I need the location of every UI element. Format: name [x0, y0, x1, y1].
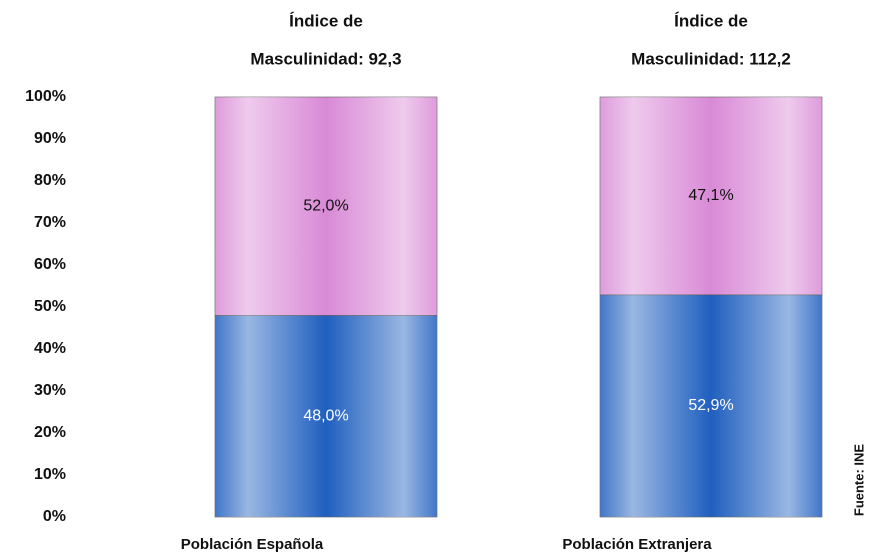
y-tick-label: 0% [43, 508, 66, 525]
x-tick-label: Población Extranjera [562, 536, 712, 553]
bar-title: Índice de [289, 11, 363, 30]
bar-shade [215, 315, 437, 517]
bar-title: Masculinidad: 112,2 [631, 49, 791, 68]
y-tick-label: 10% [34, 466, 66, 483]
y-tick-label: 80% [34, 172, 66, 189]
y-tick-label: 50% [34, 298, 66, 315]
value-label: 52,0% [303, 197, 348, 214]
value-label: 52,9% [688, 397, 733, 414]
bar-title: Masculinidad: 92,3 [250, 49, 401, 68]
y-tick-label: 90% [34, 130, 66, 147]
bar-title: Índice de [674, 11, 748, 30]
value-label: 48,0% [303, 407, 348, 424]
bar-shade [215, 97, 437, 316]
y-tick-label: 40% [34, 340, 66, 357]
y-tick-label: 30% [34, 382, 66, 399]
bar-shade [600, 294, 822, 517]
y-tick-label: 60% [34, 256, 66, 273]
y-tick-label: 70% [34, 214, 66, 231]
y-tick-label: 100% [25, 88, 66, 105]
x-tick-label: Población Española [181, 536, 324, 553]
bar-shade [600, 97, 822, 295]
source: Fuente: INE [851, 444, 866, 517]
y-tick-label: 20% [34, 424, 66, 441]
value-label: 47,1% [688, 187, 733, 204]
